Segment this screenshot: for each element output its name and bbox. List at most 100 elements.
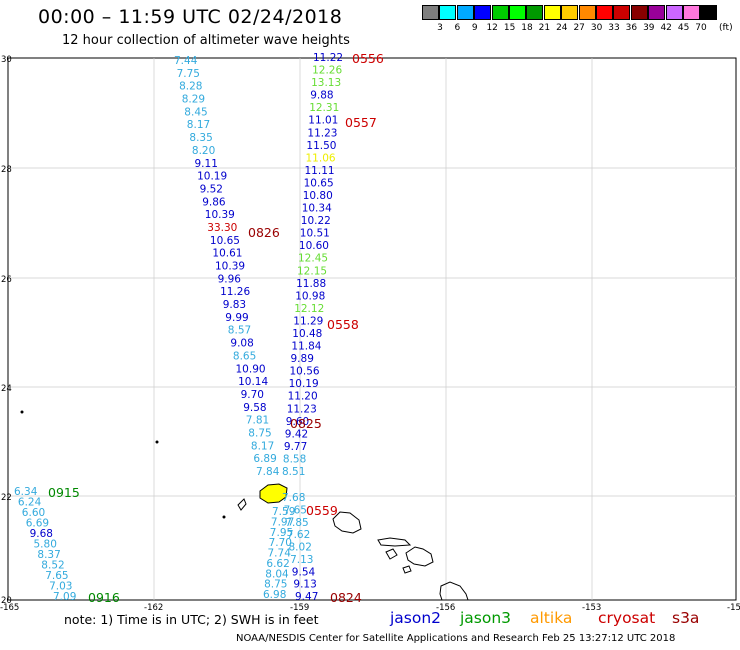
island-niihau: [237, 498, 247, 511]
wave-height-value: 8.20: [192, 145, 215, 157]
lat-tick-labels: 30 28 26 24 22 20: [1, 55, 12, 606]
wave-height-value: 7.59: [272, 506, 295, 518]
legend-tick-label: 30: [590, 23, 603, 33]
legend-swatch: [422, 5, 439, 20]
page-subtitle: 12 hour collection of altimeter wave hei…: [62, 33, 350, 48]
wave-height-value: 7.65: [45, 570, 68, 582]
wave-height-value: 7.09: [53, 591, 76, 603]
wave-height-value: 8.57: [228, 325, 251, 337]
pass-time-label: 0915: [48, 485, 80, 500]
pass-time-label: 0824: [330, 590, 362, 605]
lon-tick-labels: -165 -162 -159 -156 -153 -15: [0, 603, 740, 613]
wave-height-value: 12.26: [312, 65, 342, 77]
wave-height-value: 7.85: [285, 517, 308, 529]
legend-unit: (ft): [719, 23, 733, 33]
wave-height-value: 33.30: [207, 222, 237, 234]
legend-swatch: [526, 5, 544, 20]
wave-height-value: 9.52: [200, 183, 223, 195]
legend-tick-label: 45: [677, 23, 690, 33]
wave-height-value: 11.26: [220, 286, 250, 298]
wave-height-value: 13.13: [311, 77, 341, 89]
wave-height-value: 6.60: [22, 507, 45, 519]
island-kauai: [259, 483, 288, 504]
map-frame: [7, 57, 737, 601]
wave-height-value: 9.86: [202, 196, 226, 208]
wave-height-value: 9.70: [241, 389, 264, 401]
wave-height-value: 10.48: [292, 328, 322, 340]
legend-swatch: [630, 5, 648, 20]
legend-s3a: s3a: [672, 609, 700, 627]
lat-tick-26: 26: [1, 275, 12, 285]
wave-height-value: 9.08: [230, 338, 253, 350]
wave-height-value: 9.42: [285, 428, 308, 440]
legend-swatch: [543, 5, 561, 20]
wave-height-value: 10.22: [301, 215, 331, 227]
legend-tick-label: 27: [573, 23, 585, 33]
wave-height-value: 6.89: [253, 453, 276, 465]
wave-height-value: 7.68: [282, 492, 305, 504]
wave-height-value: 10.60: [299, 240, 329, 252]
wave-height-value: 10.14: [238, 376, 268, 388]
wave-height-value: 10.39: [205, 209, 235, 221]
legend-swatch: [648, 5, 666, 20]
pass-time-label: 0825: [290, 416, 322, 431]
legend-tick-label: 21: [538, 23, 551, 33]
legend-tick-label: 39: [643, 23, 655, 33]
legend-tick-label: 70: [695, 23, 707, 33]
legend-swatch: [683, 5, 700, 20]
map-grid: [7, 57, 737, 601]
island-maui: [405, 546, 434, 567]
legend-tick-label: 12: [486, 23, 498, 33]
wave-height-value: 9.11: [195, 158, 218, 170]
legend-tick-label: 18: [521, 23, 533, 33]
island-kahoolawe: [402, 565, 412, 574]
wave-height-value: 10.65: [304, 178, 334, 190]
wave-height-value: 8.58: [283, 454, 306, 466]
island-nihoa: [20, 410, 24, 414]
wave-height-value: 5.80: [34, 539, 57, 551]
pass-time-label: 0558: [327, 317, 359, 332]
wave-height-value: 9.13: [293, 579, 316, 591]
wave-height-value: 10.51: [300, 228, 330, 240]
legend-swatch: [613, 5, 631, 20]
wave-height-value: 10.80: [303, 190, 333, 202]
legend-swatch: [578, 5, 596, 20]
island-kaula: [222, 515, 226, 519]
wave-height-value: 8.75: [264, 579, 287, 591]
legend-jason2: jason2: [390, 609, 442, 627]
wave-height-value: 7.81: [246, 415, 269, 427]
altimeter-tracks: 7.447.758.288.298.458.178.358.209.1110.1…: [14, 52, 343, 603]
wave-height-value: 10.90: [236, 363, 266, 375]
wave-height-value: 7.13: [290, 554, 313, 566]
lat-tick-24: 24: [1, 384, 12, 394]
pass-time-labels: 0556 0557 0826 0558 0825 0915 0559 0916 0824: [48, 51, 384, 605]
wave-height-value: 12.12: [294, 303, 324, 315]
wave-height-value: 10.19: [289, 378, 319, 390]
wave-height-value: 7.74: [268, 548, 292, 560]
wave-height-value: 7.84: [256, 466, 280, 478]
legend-tick-label: 33: [608, 23, 620, 33]
wave-height-value: 11.06: [306, 152, 336, 164]
pass-time-label: 0916: [88, 590, 120, 605]
pass-time-label: 0826: [248, 225, 280, 240]
wave-height-value: 9.77: [284, 441, 307, 453]
wave-height-value: 10.19: [197, 171, 227, 183]
wave-height-value: 11.11: [305, 165, 335, 177]
wave-height-value: 11.23: [307, 127, 337, 139]
legend-tick-label: 36: [625, 23, 638, 33]
wave-height-value: 11.22: [313, 52, 343, 64]
wave-height-value: 10.61: [212, 248, 242, 260]
wave-height-value: 9.96: [218, 273, 242, 285]
wave-height-value: 9.54: [292, 566, 316, 578]
wave-height-value: 8.28: [179, 81, 202, 93]
wave-height-value: 6.62: [266, 558, 289, 570]
wave-height-value: 6.98: [263, 589, 286, 601]
wave-height-value: 8.75: [248, 428, 271, 440]
wave-height-value: 10.34: [302, 203, 332, 215]
hawaiian-islands: [20, 410, 469, 601]
wave-height-value: 11.01: [308, 115, 338, 127]
wave-height-value: 11.84: [291, 341, 321, 353]
lon-tick-153: -153: [582, 603, 601, 613]
legend-swatch: [439, 5, 457, 20]
